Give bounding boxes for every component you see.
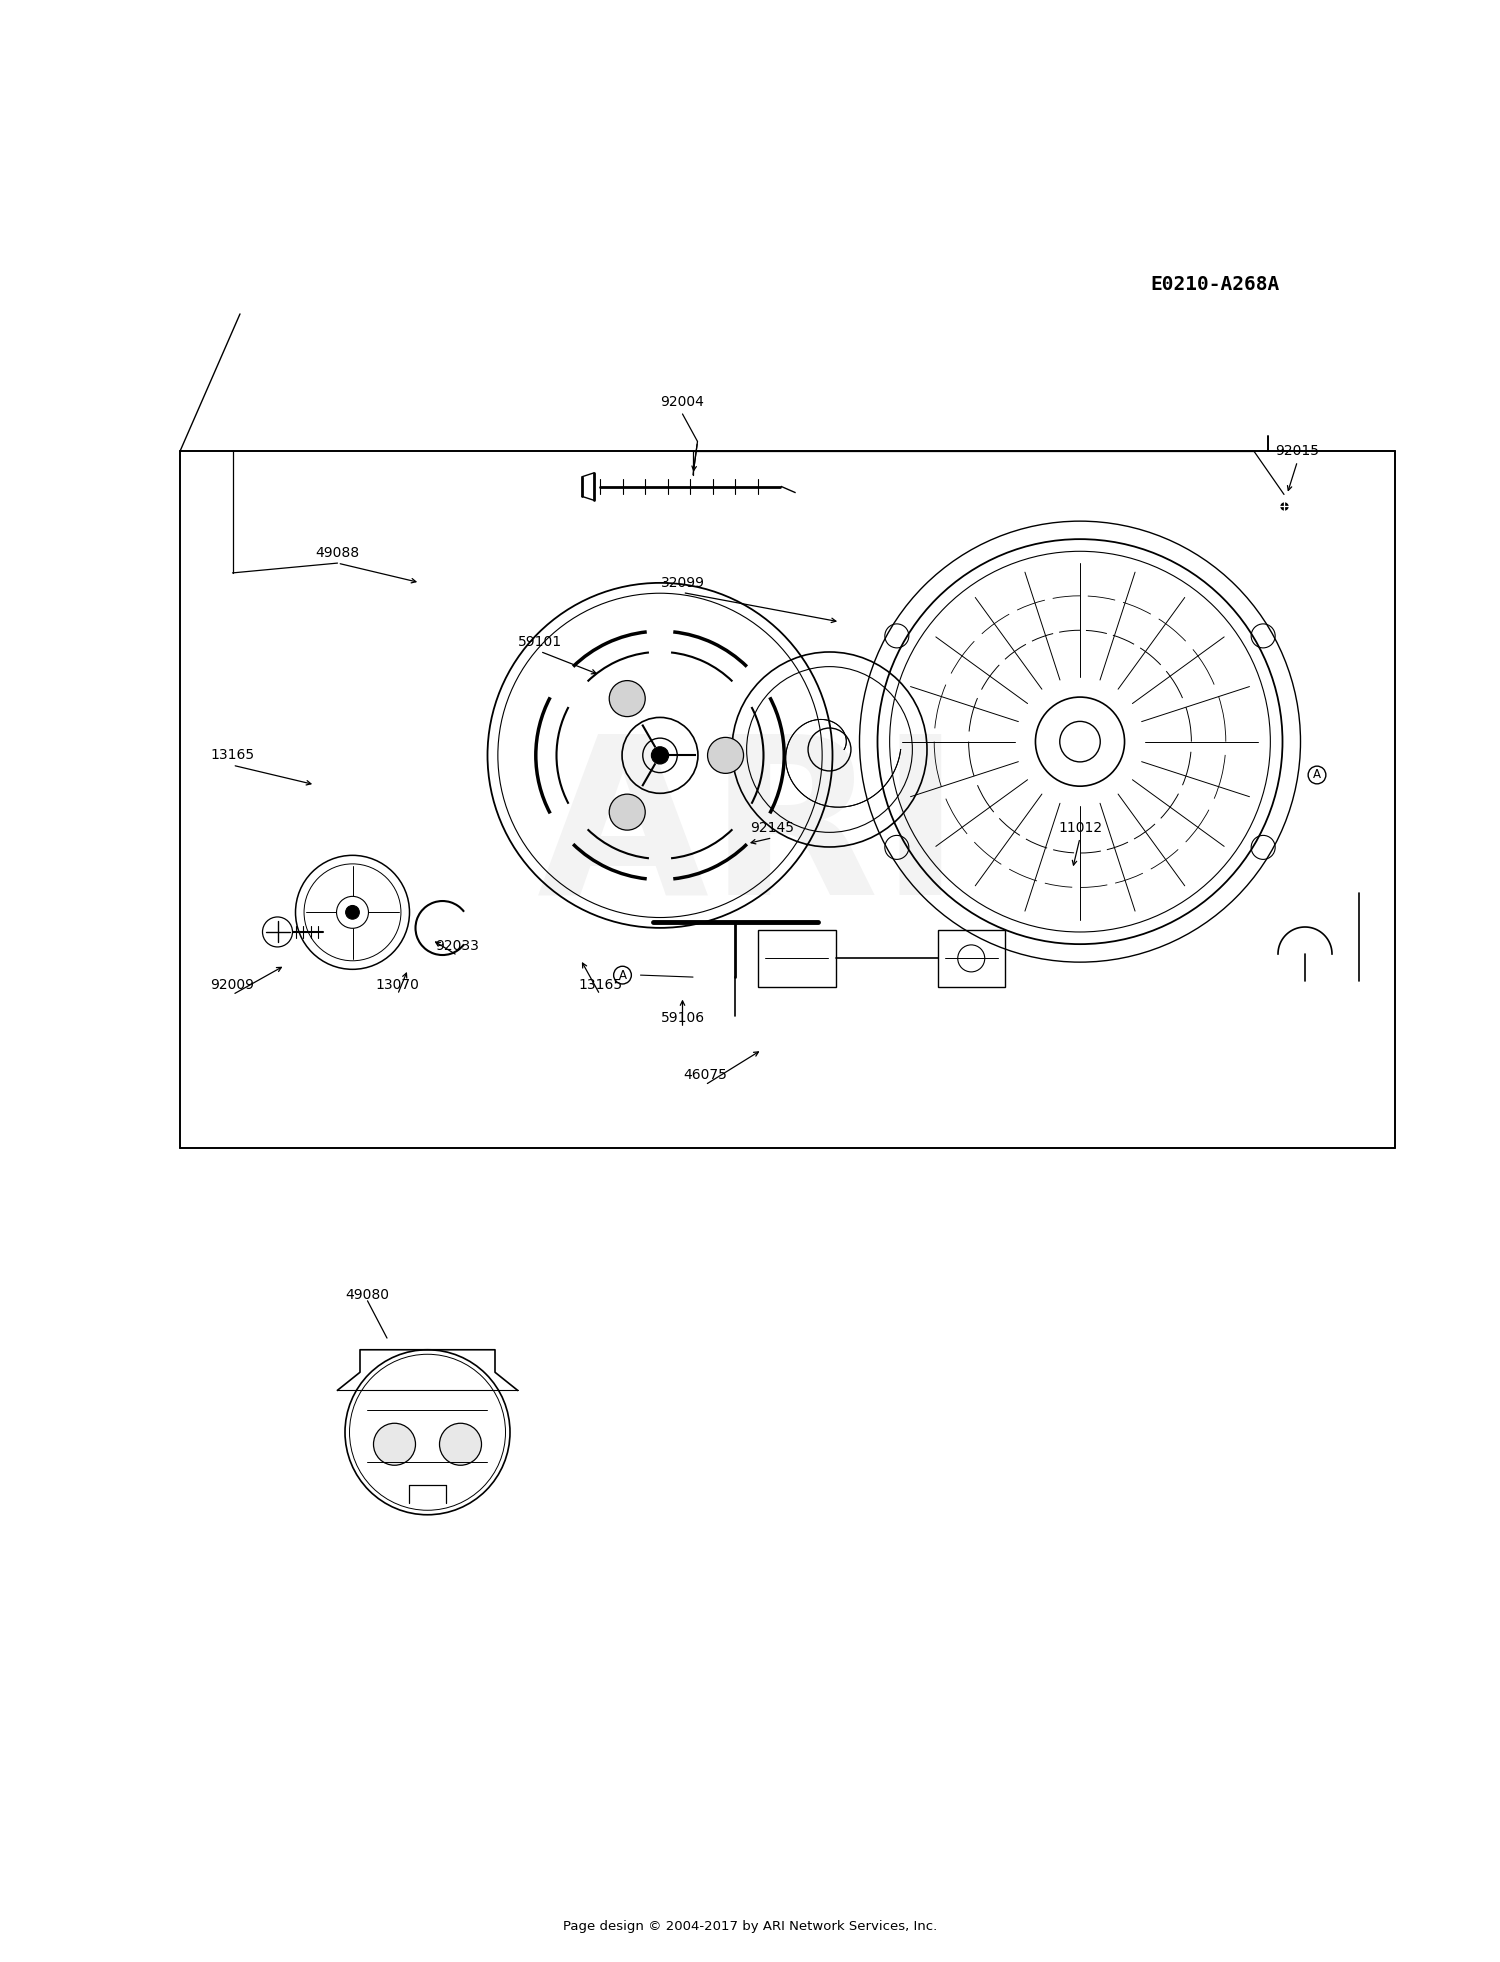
Ellipse shape: [345, 906, 360, 918]
Bar: [938, 930, 1005, 987]
Text: 92009: 92009: [210, 977, 255, 993]
Ellipse shape: [1059, 722, 1100, 761]
Ellipse shape: [336, 897, 369, 928]
Ellipse shape: [262, 916, 292, 948]
Text: 13165: 13165: [578, 977, 622, 993]
Ellipse shape: [708, 738, 744, 773]
Ellipse shape: [440, 1422, 482, 1466]
Text: 59101: 59101: [518, 634, 562, 649]
Ellipse shape: [957, 946, 984, 971]
Text: 49088: 49088: [315, 545, 360, 561]
Text: E0210-A268A: E0210-A268A: [1150, 275, 1280, 294]
Ellipse shape: [609, 795, 645, 830]
Text: 49080: 49080: [345, 1287, 390, 1303]
Ellipse shape: [609, 681, 645, 716]
Text: 92015: 92015: [1275, 443, 1320, 459]
Text: ARI: ARI: [537, 726, 963, 942]
Bar: [758, 930, 836, 987]
Text: 13070: 13070: [375, 977, 420, 993]
Text: 92033: 92033: [435, 938, 480, 954]
Text: Page design © 2004-2017 by ARI Network Services, Inc.: Page design © 2004-2017 by ARI Network S…: [562, 1921, 938, 1933]
Text: A: A: [1312, 769, 1322, 781]
Text: 32099: 32099: [660, 575, 705, 591]
Text: 46075: 46075: [682, 1067, 728, 1083]
Text: 13165: 13165: [210, 748, 255, 763]
Ellipse shape: [374, 1422, 416, 1466]
Text: 59106: 59106: [660, 1010, 705, 1026]
Ellipse shape: [651, 748, 669, 763]
Text: 11012: 11012: [1058, 820, 1102, 836]
Text: 92145: 92145: [750, 820, 795, 836]
Text: A: A: [618, 969, 627, 981]
Text: 92004: 92004: [660, 394, 705, 410]
